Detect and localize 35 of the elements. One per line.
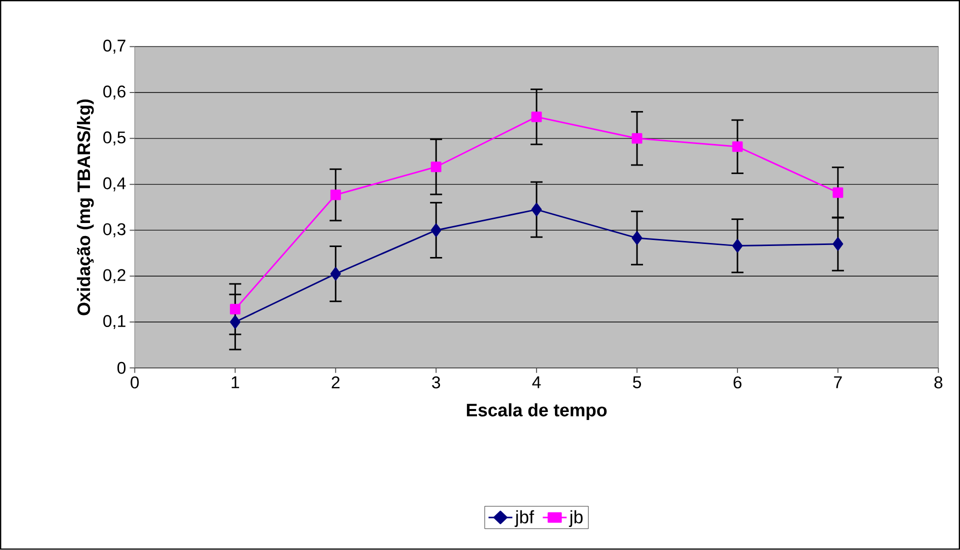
x-tick-label: 2	[332, 376, 340, 388]
legend-label: jb	[568, 510, 583, 528]
point	[430, 224, 442, 238]
point	[832, 237, 844, 251]
y-tick-label: 0,3	[103, 223, 126, 238]
point	[632, 133, 642, 144]
point	[531, 112, 542, 122]
point	[230, 304, 240, 315]
x-tick-label: 6	[734, 376, 742, 389]
point	[632, 231, 642, 245]
point	[430, 162, 442, 172]
x-tick-label: 1	[232, 376, 240, 388]
y-tick-label: 0,6	[103, 86, 126, 100]
point	[732, 239, 743, 253]
y-tick-label: 0,5	[103, 132, 126, 146]
point	[330, 190, 341, 200]
point	[531, 202, 542, 216]
x-tick-label: 0	[130, 376, 139, 389]
y-tick-label: 0,2	[103, 269, 126, 284]
point	[230, 315, 240, 329]
y-tick-label: 0	[117, 362, 126, 374]
point	[330, 267, 341, 281]
x-tick-label: 7	[834, 376, 842, 388]
x-tick-label: 4	[532, 376, 541, 388]
point	[732, 142, 743, 152]
y-tick-label: 0,7	[103, 40, 126, 54]
x-axis-title: Escala de tempo	[466, 403, 607, 420]
x-tick-label: 5	[632, 376, 642, 388]
y-tick-label: 0,1	[103, 315, 126, 330]
y-axis-title: Oxidação (mg TBARS/kg)	[76, 100, 94, 316]
y-tick-label: 0,4	[103, 177, 126, 192]
point	[832, 187, 844, 198]
x-tick-label: 8	[934, 376, 942, 389]
x-tick-label: 3	[432, 376, 440, 389]
legend-label: jbf	[514, 510, 534, 528]
